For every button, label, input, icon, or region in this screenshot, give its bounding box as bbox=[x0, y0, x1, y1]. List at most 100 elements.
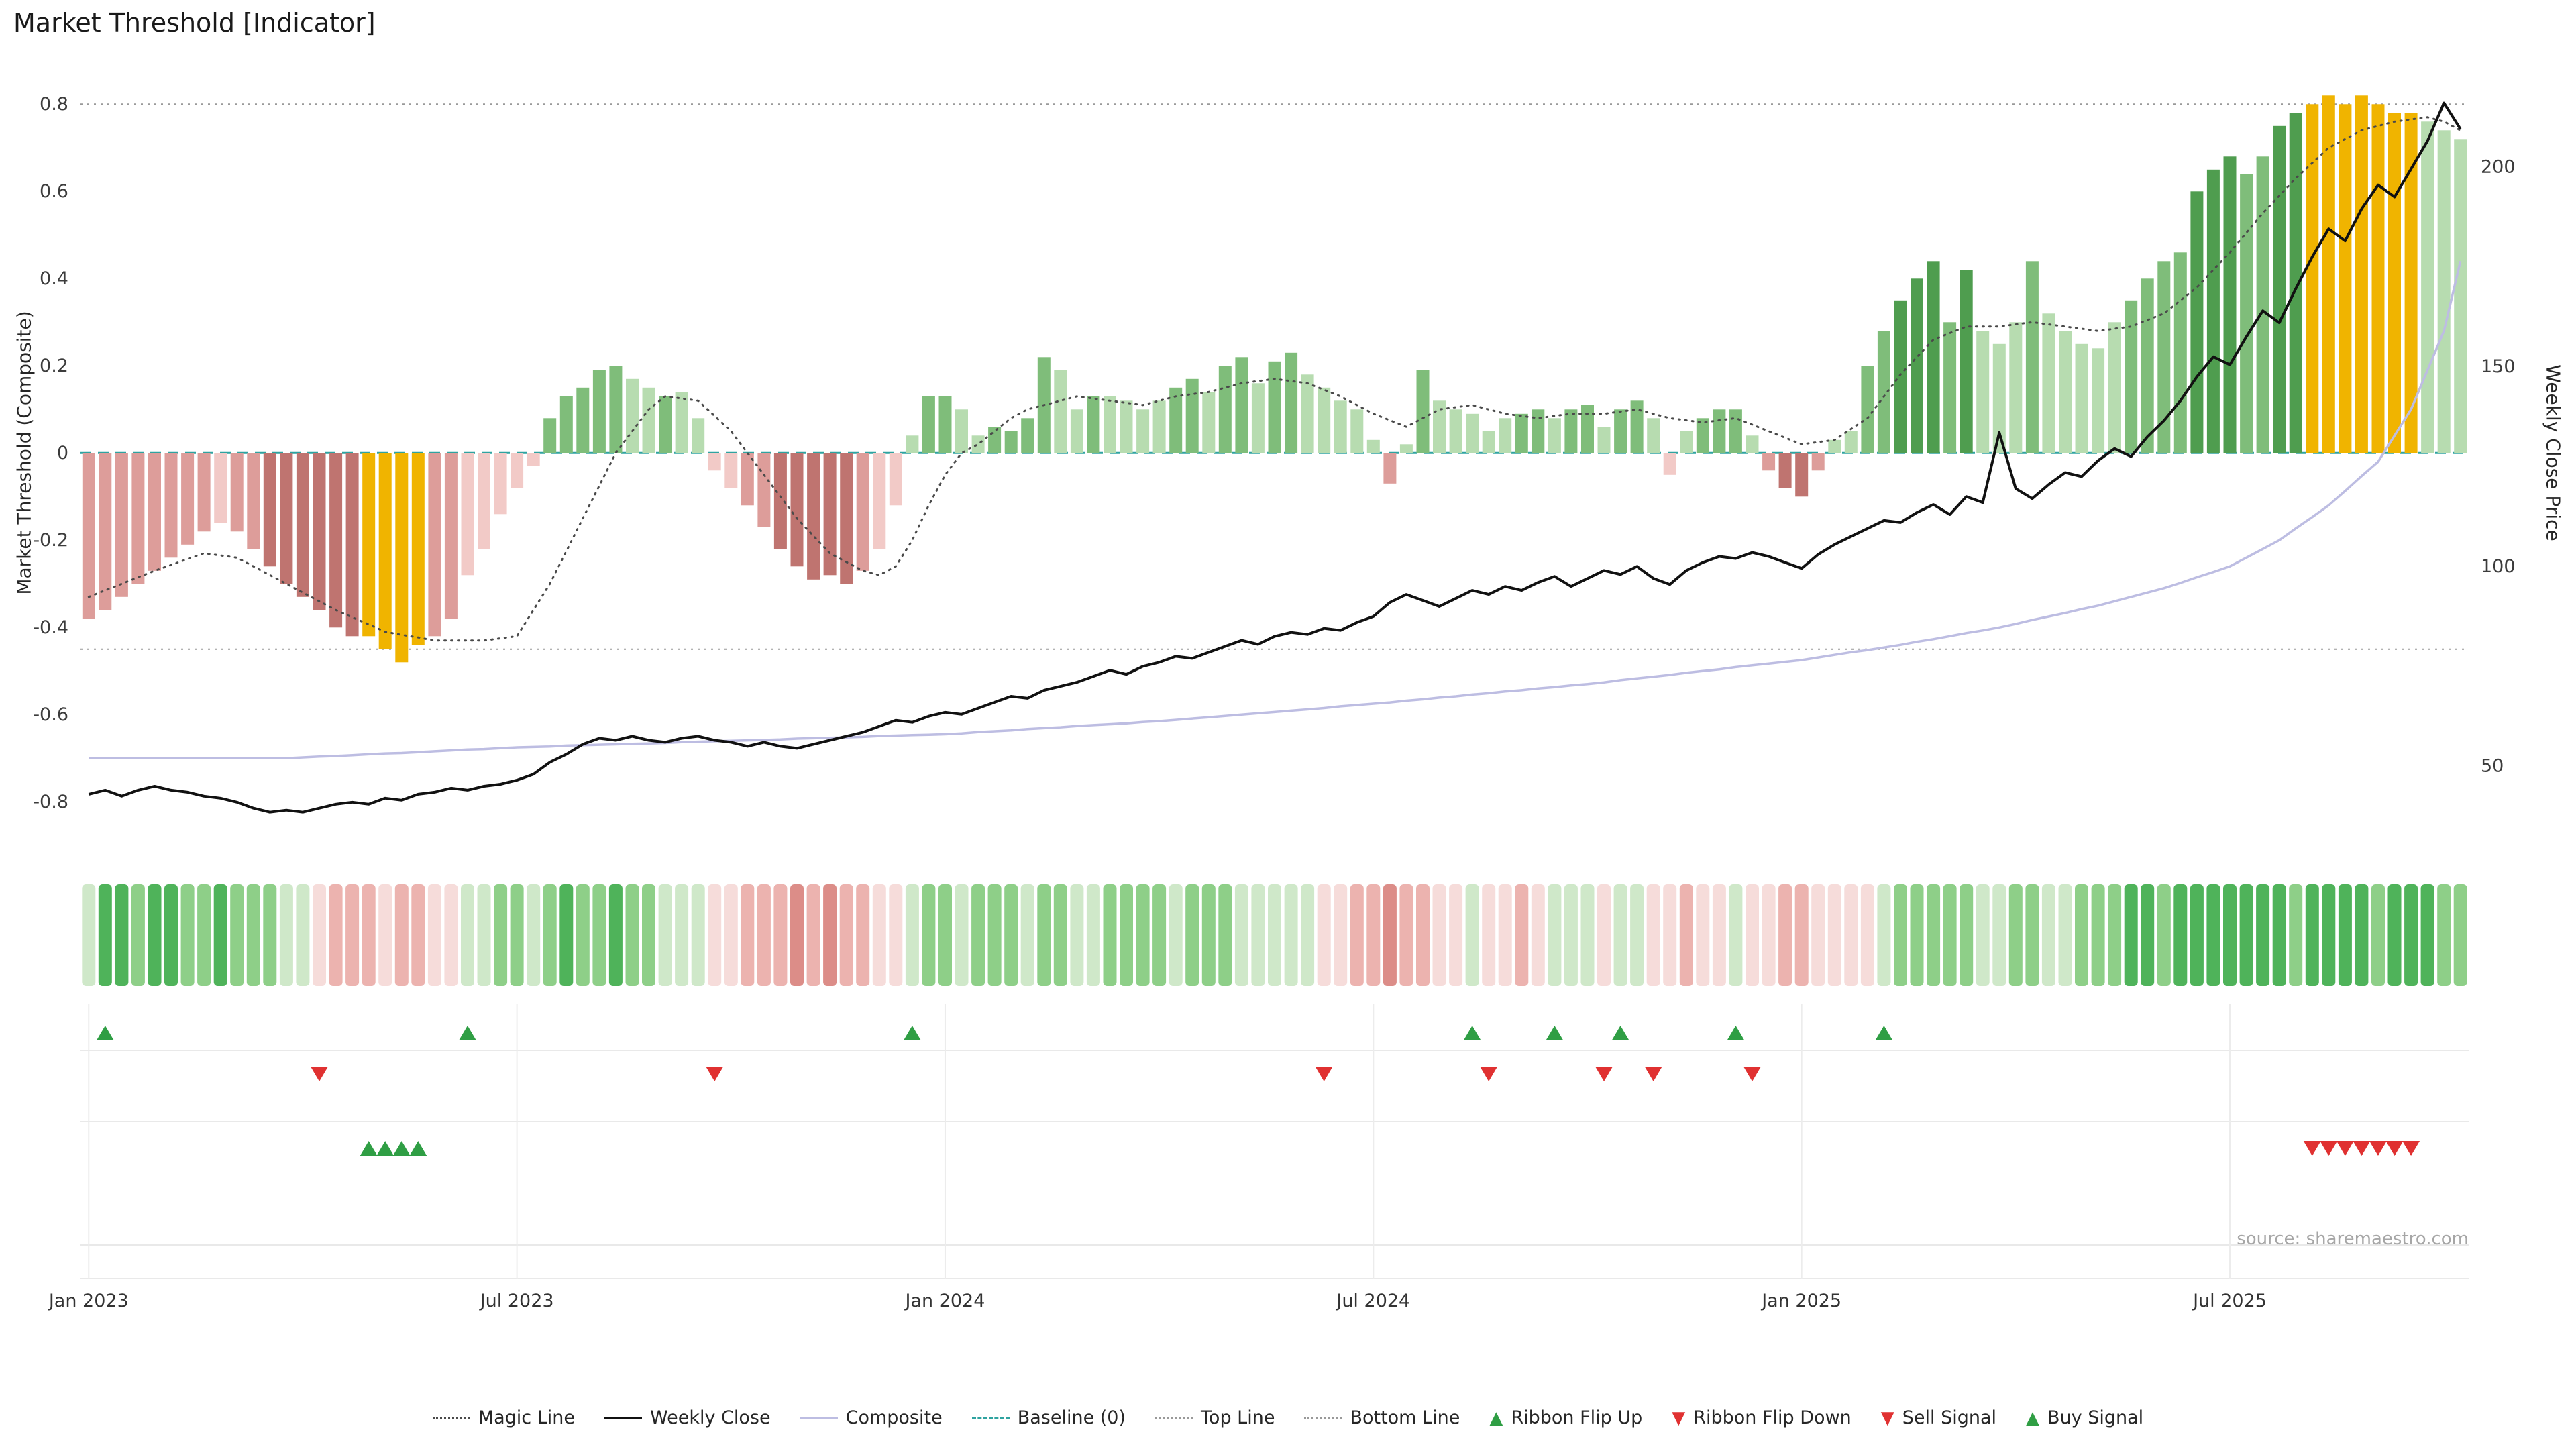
ribbon-cell bbox=[2091, 884, 2105, 986]
axis-ticks: 0.8 0.6 0.4 0.2 0 -0.2 -0.4 -0.6 -0.8 200 150 100 50… bbox=[33, 94, 2515, 1311]
composite-bar bbox=[675, 392, 688, 453]
composite-bar bbox=[2240, 174, 2253, 453]
composite-bar bbox=[1136, 409, 1150, 453]
ribbon-cell bbox=[2174, 884, 2188, 986]
composite-bar bbox=[1597, 427, 1611, 453]
chart-title: Market Threshold [Indicator] bbox=[13, 8, 376, 38]
legend-marker-line bbox=[604, 1417, 642, 1419]
ribbon-cell bbox=[1251, 884, 1265, 986]
ribbon-cell bbox=[1053, 884, 1067, 986]
composite-bar bbox=[1581, 405, 1594, 453]
ribbon-cell bbox=[477, 884, 491, 986]
composite-bar bbox=[2092, 348, 2105, 453]
ribbon-flip-up-marker bbox=[1875, 1026, 1893, 1040]
ribbon-flip-up-marker bbox=[1611, 1026, 1629, 1040]
composite-bar bbox=[1350, 409, 1364, 453]
composite-bar bbox=[131, 453, 145, 584]
ribbon-cell bbox=[279, 884, 293, 986]
ribbon-cell bbox=[1548, 884, 1562, 986]
composite-bar bbox=[889, 453, 902, 506]
legend-marker-line bbox=[971, 1417, 1010, 1419]
composite-bar bbox=[2125, 300, 2138, 453]
ribbon-flip-down-marker bbox=[311, 1067, 328, 1081]
composite-bar bbox=[592, 370, 606, 453]
ribbon-cell bbox=[905, 884, 919, 986]
composite-bar bbox=[1894, 300, 1907, 453]
composite-bar bbox=[1070, 409, 1083, 453]
composite-bar bbox=[2157, 261, 2171, 453]
ribbon-cell bbox=[1894, 884, 1907, 986]
ribbon-cell bbox=[2190, 884, 2204, 986]
ribbon-cell bbox=[592, 884, 606, 986]
ribbon-cell bbox=[2305, 884, 2319, 986]
y-tick-right: 200 bbox=[2481, 156, 2516, 177]
y-tick-right: 50 bbox=[2481, 756, 2504, 777]
composite-bar bbox=[1021, 418, 1034, 453]
composite-bar bbox=[2108, 322, 2121, 453]
x-tick: Jan 2023 bbox=[48, 1291, 129, 1311]
y-tick-left: -0.8 bbox=[33, 792, 68, 812]
composite-bar bbox=[1218, 366, 1232, 453]
ribbon-cell bbox=[148, 884, 162, 986]
ribbon-flip-up-marker bbox=[1727, 1026, 1745, 1040]
legend-label: Ribbon Flip Down bbox=[1693, 1407, 1851, 1428]
y-tick-right: 150 bbox=[2481, 356, 2516, 377]
legend-marker-line bbox=[432, 1417, 470, 1419]
composite-bar bbox=[692, 418, 705, 453]
ribbon-cell bbox=[1218, 884, 1232, 986]
ribbon-flip-down-marker bbox=[1315, 1067, 1333, 1081]
composite-bar bbox=[1087, 396, 1100, 453]
composite-bar bbox=[296, 453, 309, 597]
composite-bar bbox=[642, 387, 655, 453]
composite-bar bbox=[478, 453, 490, 549]
composite-bar bbox=[1564, 409, 1578, 453]
composite-bar bbox=[1399, 444, 1413, 453]
ribbon-cell bbox=[1597, 884, 1611, 986]
composite-bar bbox=[1318, 387, 1331, 453]
composite-bar bbox=[1828, 439, 1841, 453]
composite-bar bbox=[1647, 418, 1660, 453]
composite-bar bbox=[1383, 453, 1397, 484]
legend-item-composite: Composite bbox=[800, 1407, 943, 1428]
legend-label: Baseline (0) bbox=[1017, 1407, 1126, 1428]
ribbon-cell bbox=[1449, 884, 1463, 986]
ribbon-cell bbox=[559, 884, 574, 986]
ribbon-flip-down-marker bbox=[1743, 1067, 1761, 1081]
triangle-down-icon: ▼ bbox=[1672, 1407, 1686, 1428]
composite-bar bbox=[1861, 366, 1874, 453]
ribbon-cell bbox=[2141, 884, 2155, 986]
x-tick: Jul 2025 bbox=[2192, 1291, 2267, 1311]
composite-bar bbox=[115, 453, 128, 597]
ribbon-cell bbox=[1927, 884, 1941, 986]
y-tick-left: 0.8 bbox=[40, 94, 68, 115]
ribbon-cell bbox=[1432, 884, 1446, 986]
y-tick-left: 0 bbox=[57, 443, 68, 464]
composite-bar bbox=[1235, 357, 1248, 453]
composite-bar bbox=[1911, 278, 1923, 453]
ribbon-cell bbox=[246, 884, 260, 986]
ribbon-cell bbox=[378, 884, 392, 986]
composite-bar bbox=[1433, 400, 1446, 453]
composite-bar bbox=[2322, 95, 2335, 453]
composite-bar bbox=[906, 435, 919, 453]
ribbon-cell bbox=[1169, 884, 1183, 986]
ribbon-cell bbox=[1827, 884, 1841, 986]
composite-bar bbox=[2437, 130, 2451, 453]
ribbon-cell bbox=[1580, 884, 1595, 986]
buy-signal-marker bbox=[360, 1141, 378, 1156]
composite-bar bbox=[1614, 409, 1627, 453]
ribbon-cell bbox=[2041, 884, 2055, 986]
ribbon-cell bbox=[98, 884, 112, 986]
legend-label: Buy Signal bbox=[2047, 1407, 2144, 1428]
composite-bar bbox=[1976, 331, 1990, 453]
ribbon-cell bbox=[757, 884, 771, 986]
y-tick-left: -0.6 bbox=[33, 704, 68, 725]
legend-item-magic-line: Magic Line bbox=[432, 1407, 575, 1428]
composite-bar bbox=[1449, 409, 1462, 453]
ribbon-cell bbox=[823, 884, 837, 986]
composite-bar bbox=[2388, 113, 2401, 453]
ribbon-cell bbox=[345, 884, 360, 986]
composite-bar bbox=[2025, 261, 2039, 453]
sell-signal-marker bbox=[2385, 1141, 2404, 1156]
ribbon-cell bbox=[461, 884, 474, 986]
